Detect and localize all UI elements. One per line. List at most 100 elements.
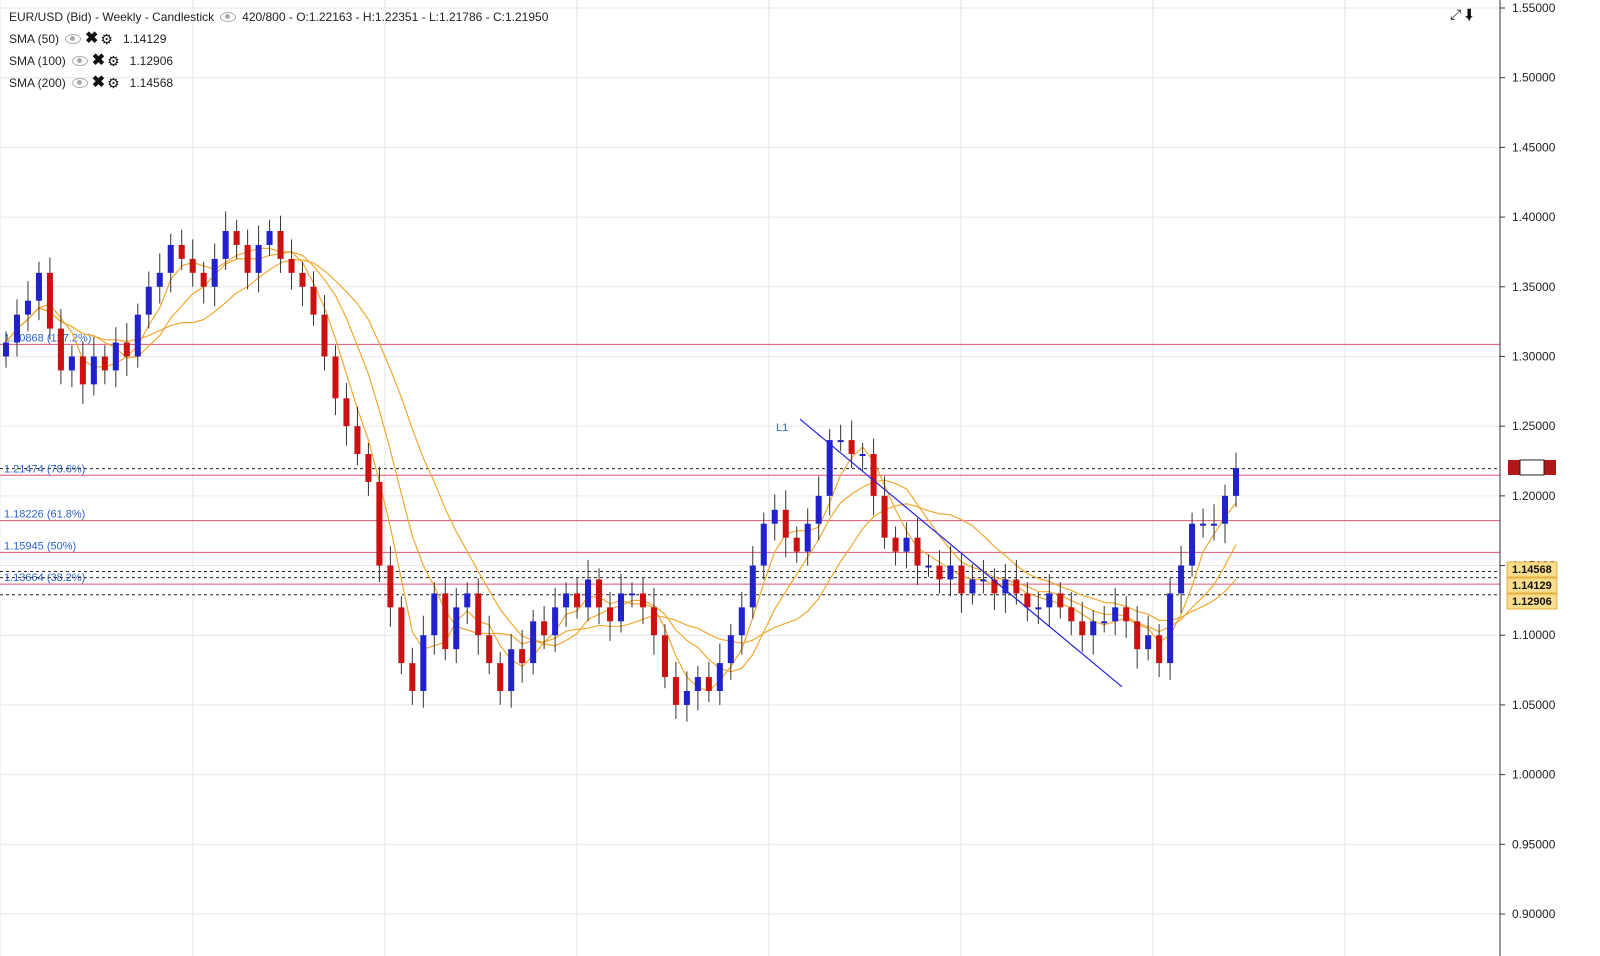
candle-body[interactable] [903, 537, 910, 552]
candle-body[interactable] [299, 272, 306, 287]
candle-body[interactable] [815, 495, 822, 524]
candle-body[interactable] [112, 342, 119, 371]
candle-body[interactable] [1221, 495, 1229, 524]
candle-body[interactable] [1035, 607, 1042, 610]
candle-body[interactable] [716, 663, 723, 691]
candle-body[interactable] [376, 481, 383, 566]
eye-icon[interactable] [220, 12, 237, 22]
candle-body[interactable] [1090, 621, 1097, 636]
candle-body[interactable] [672, 677, 679, 705]
candle-body[interactable] [958, 565, 965, 594]
candle-body[interactable] [1123, 607, 1130, 622]
candle-body[interactable] [321, 314, 328, 357]
candle-body[interactable] [2, 342, 10, 357]
eye-icon[interactable] [71, 78, 88, 88]
candle-body[interactable] [57, 328, 64, 371]
candle-body[interactable] [1002, 579, 1009, 594]
candle-body[interactable] [35, 272, 42, 301]
candle-body[interactable] [486, 635, 493, 664]
candle-body[interactable] [354, 426, 361, 455]
candle-body[interactable] [947, 565, 954, 580]
candle-body[interactable] [1024, 593, 1031, 608]
candle-body[interactable] [530, 621, 537, 664]
candle-body[interactable] [804, 523, 811, 552]
candle-body[interactable] [563, 593, 570, 608]
candle-body[interactable] [167, 244, 174, 273]
candle-body[interactable] [606, 607, 614, 622]
candle-body[interactable] [1167, 593, 1174, 664]
candle-body[interactable] [178, 244, 185, 259]
candle-body[interactable] [596, 579, 603, 608]
candle-body[interactable] [552, 607, 559, 636]
candle-body[interactable] [211, 258, 218, 287]
candle-body[interactable] [453, 607, 460, 650]
candle-body[interactable] [1178, 565, 1185, 594]
candle-body[interactable] [980, 579, 987, 582]
candle-body[interactable] [420, 635, 427, 691]
candle-body[interactable] [1134, 621, 1141, 650]
gear-icon[interactable]: ⚙ [100, 31, 113, 47]
candle-body[interactable] [1211, 523, 1218, 526]
candle-body[interactable] [738, 607, 745, 636]
candle-body[interactable] [837, 440, 844, 443]
candle-body[interactable] [782, 509, 789, 538]
candle-body[interactable] [13, 314, 21, 343]
candle-body[interactable] [628, 593, 636, 596]
candle-body[interactable] [541, 621, 548, 636]
candle-body[interactable] [1145, 635, 1152, 650]
candle-body[interactable] [1232, 467, 1240, 496]
candle-body[interactable] [409, 663, 416, 691]
candle-body[interactable] [1101, 621, 1108, 624]
candle-body[interactable] [881, 495, 888, 538]
download-icon[interactable]: ⬇ [1465, 6, 1474, 22]
candle-body[interactable] [288, 258, 295, 273]
candle-body[interactable] [475, 593, 482, 636]
trendline-l1[interactable] [799, 418, 1123, 688]
candle-body[interactable] [1057, 593, 1064, 608]
candle-body[interactable] [870, 454, 877, 496]
trendline[interactable]: L1 [776, 418, 1123, 688]
candle-body[interactable] [1189, 523, 1196, 566]
candle-body[interactable] [277, 231, 284, 259]
close-icon[interactable]: ✖ [91, 52, 106, 69]
eye-icon[interactable] [71, 56, 88, 66]
candle-body[interactable] [760, 523, 767, 566]
candle-body[interactable] [134, 314, 141, 357]
close-icon[interactable]: ✖ [91, 74, 106, 91]
candle-body[interactable] [969, 579, 976, 594]
candle-body[interactable] [793, 537, 800, 552]
candle-body[interactable] [200, 272, 207, 287]
candle-body[interactable] [683, 690, 690, 705]
candle-body[interactable] [914, 537, 921, 566]
candle-body[interactable] [859, 454, 866, 457]
candle-body[interactable] [925, 565, 932, 568]
candle-body[interactable] [705, 677, 712, 691]
candle-body[interactable] [431, 593, 438, 636]
candle-body[interactable] [749, 565, 756, 608]
candle-body[interactable] [1112, 607, 1119, 622]
candle-body[interactable] [585, 579, 592, 608]
candle-body[interactable] [1156, 635, 1163, 664]
candle-body[interactable] [771, 509, 778, 524]
candle-body[interactable] [46, 272, 53, 329]
candle-body[interactable] [24, 300, 31, 315]
candle-body[interactable] [310, 286, 317, 315]
candle-body[interactable] [90, 356, 97, 385]
candle-body[interactable] [387, 565, 394, 608]
candle-body[interactable] [1079, 621, 1086, 636]
candle-body[interactable] [189, 258, 196, 273]
candle-body[interactable] [574, 593, 581, 608]
candle-body[interactable] [464, 593, 471, 608]
candle-body[interactable] [892, 537, 899, 552]
candle-body[interactable] [694, 677, 701, 691]
candle-body[interactable] [233, 231, 240, 245]
candle-body[interactable] [1068, 607, 1075, 622]
eye-icon[interactable] [65, 34, 82, 44]
candle-body[interactable] [266, 231, 273, 245]
candle-body[interactable] [145, 286, 152, 315]
candle-body[interactable] [617, 593, 625, 622]
close-icon[interactable]: ✖ [85, 30, 99, 47]
candle-body[interactable] [497, 663, 504, 691]
candle-body[interactable] [991, 579, 998, 594]
